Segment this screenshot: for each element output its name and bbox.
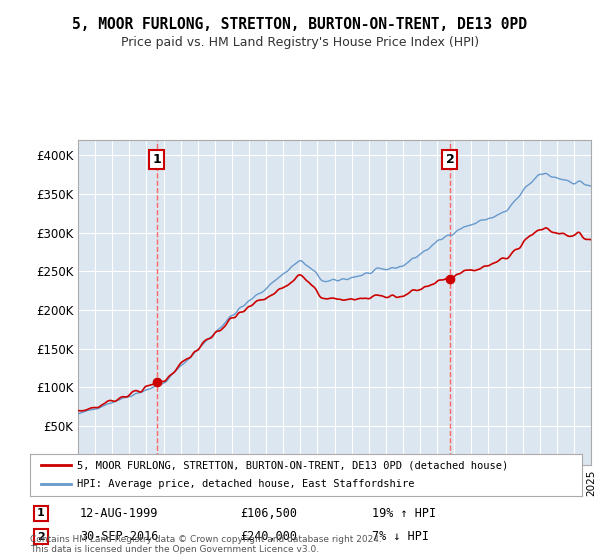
Text: Contains HM Land Registry data © Crown copyright and database right 2024.
This d: Contains HM Land Registry data © Crown c… [30,535,382,554]
Text: Price paid vs. HM Land Registry's House Price Index (HPI): Price paid vs. HM Land Registry's House … [121,36,479,49]
Text: 12-AUG-1999: 12-AUG-1999 [80,507,158,520]
Text: 5, MOOR FURLONG, STRETTON, BURTON-ON-TRENT, DE13 0PD (detached house): 5, MOOR FURLONG, STRETTON, BURTON-ON-TRE… [77,460,508,470]
Text: 19% ↑ HPI: 19% ↑ HPI [372,507,436,520]
Text: 7% ↓ HPI: 7% ↓ HPI [372,530,429,543]
Text: 2: 2 [446,153,454,166]
Text: 5, MOOR FURLONG, STRETTON, BURTON-ON-TRENT, DE13 0PD: 5, MOOR FURLONG, STRETTON, BURTON-ON-TRE… [73,17,527,32]
Text: 2: 2 [37,531,45,542]
Text: 1: 1 [152,153,161,166]
Text: £240,000: £240,000 [240,530,297,543]
Text: 30-SEP-2016: 30-SEP-2016 [80,530,158,543]
Text: £106,500: £106,500 [240,507,297,520]
Text: HPI: Average price, detached house, East Staffordshire: HPI: Average price, detached house, East… [77,479,415,489]
Text: 1: 1 [37,508,45,519]
